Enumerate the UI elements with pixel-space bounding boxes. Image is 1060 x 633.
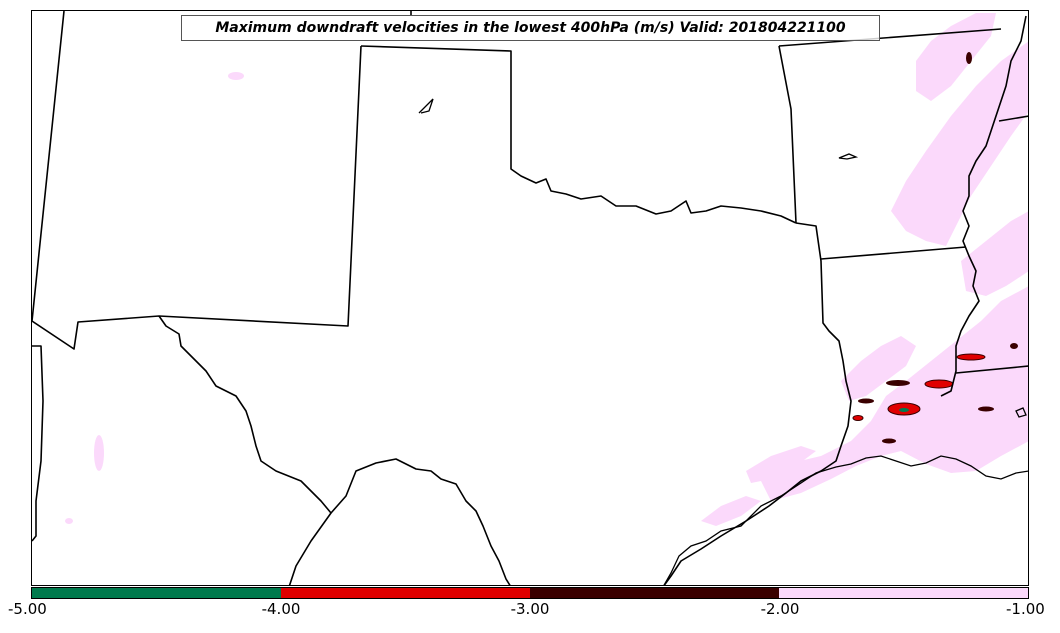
state-boundary-texas-east <box>663 222 852 585</box>
state-boundary-mississippi <box>955 115 1028 374</box>
downdraft-area-mid-south <box>961 211 1028 296</box>
downdraft-spot-sw <box>65 518 73 524</box>
state-boundary-texas <box>158 315 511 585</box>
map-title: Maximum downdraft velocities in the lowe… <box>215 20 846 36</box>
downdraft-area-northeast <box>916 13 996 101</box>
lake-mo <box>838 153 859 160</box>
colorbar-tick-label: -3.00 <box>510 600 550 618</box>
state-boundary-oklahoma <box>360 45 797 224</box>
border-mexico <box>288 512 332 585</box>
lake-ok <box>418 98 434 114</box>
downdraft-cell-moderate <box>886 380 910 386</box>
coastline <box>418 98 1028 585</box>
downdraft-cell-strong <box>852 415 864 421</box>
political-boundaries <box>32 11 1028 585</box>
lake-ms <box>1015 407 1027 418</box>
state-boundary-new-mexico <box>32 11 362 350</box>
downdraft-cell-moderate <box>882 438 896 444</box>
downdraft-area-gulf-streak <box>701 496 761 526</box>
downdraft-cell-strong <box>956 353 986 361</box>
colorbar-tick-label: -2.00 <box>760 600 800 618</box>
state-boundary-arkansas <box>778 45 967 260</box>
colorbar-segment-strong <box>281 588 530 598</box>
colorbar-tick-label: -4.00 <box>261 600 301 618</box>
downdraft-area-east-texas-streak <box>746 446 816 483</box>
colorbar-tick-label: -1.00 <box>1006 600 1045 618</box>
colorbar <box>31 587 1029 599</box>
state-boundary-missouri <box>778 28 1002 47</box>
map-panel <box>31 10 1029 586</box>
downdraft-cell-moderate <box>966 52 972 64</box>
colorbar-segment-weak <box>779 588 1028 598</box>
colorbar-segment-moderate <box>530 588 779 598</box>
colorbar-segment-severe <box>32 588 281 598</box>
state-boundary-arizona <box>32 345 44 542</box>
map-title-box: Maximum downdraft velocities in the lowe… <box>181 15 880 41</box>
downdraft-area-mississippi-valley <box>891 41 1028 246</box>
gulf-coastline <box>663 455 1028 585</box>
colorbar-tick-label: -5.00 <box>8 600 47 618</box>
downdraft-cell-moderate <box>978 406 994 412</box>
downdraft-shading <box>65 13 1028 526</box>
downdraft-cell-moderate <box>1010 343 1018 349</box>
downdraft-cell-severe <box>899 408 909 412</box>
river-mississippi <box>940 15 1027 397</box>
downdraft-cell-strong <box>924 379 954 389</box>
downdraft-spot-west <box>94 435 104 471</box>
downdraft-cell-moderate <box>858 398 874 404</box>
downdraft-area-arklatex <box>841 336 916 401</box>
map-canvas <box>32 11 1028 585</box>
downdraft-spot-nm <box>228 72 244 80</box>
downdraft-area-lower-mississippi <box>761 286 1028 501</box>
